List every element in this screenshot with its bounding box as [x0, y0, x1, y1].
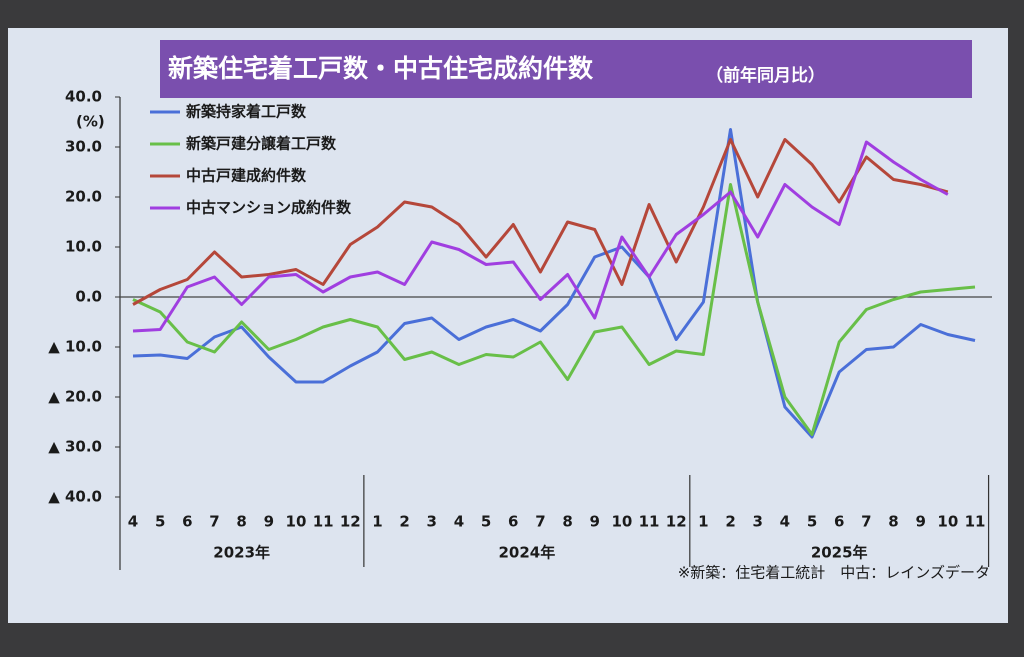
chart-subtitle: （前年同月比） [706, 65, 825, 86]
x-tick-label: 4 [454, 513, 464, 531]
series-line [132, 138, 949, 306]
legend-label: 新築戸建分譲着工戸数 [186, 135, 337, 153]
source-note: ※新築：住宅着工統計 中古：レインズデータ [678, 564, 990, 582]
x-tick-label: 7 [209, 513, 219, 531]
x-tick-label: 4 [780, 513, 790, 531]
x-tick-label: 9 [264, 513, 274, 531]
series-line [132, 140, 949, 333]
x-tick-label: 8 [888, 513, 898, 531]
x-tick-label: 6 [508, 513, 518, 531]
x-tick-label: 5 [481, 513, 491, 531]
x-tick-label: 9 [590, 513, 600, 531]
x-tick-label: 4 [128, 513, 138, 531]
slide [8, 28, 1008, 623]
x-tick-label: 2 [399, 513, 409, 531]
x-tick-label: 2 [725, 513, 735, 531]
x-tick-label: 10 [611, 513, 632, 531]
y-tick-label: ▲ 40.0 [48, 488, 102, 506]
y-tick-label: 20.0 [65, 188, 102, 206]
title-bar [160, 40, 972, 98]
x-tick-label: 10 [937, 513, 958, 531]
chart-title: 新築住宅着工戸数・中古住宅成約件数 [168, 54, 594, 83]
x-tick-label: 12 [666, 513, 687, 531]
x-tick-label: 6 [834, 513, 844, 531]
legend-label: 新築持家着工戸数 [186, 103, 307, 121]
x-tick-label: 5 [807, 513, 817, 531]
x-tick-label: 8 [236, 513, 246, 531]
series-line [132, 183, 976, 436]
x-tick-label: 8 [562, 513, 572, 531]
x-tick-label: 9 [915, 513, 925, 531]
x-tick-label: 11 [313, 513, 334, 531]
x-tick-label: 1 [372, 513, 382, 531]
group-label: 2025年 [811, 544, 868, 562]
legend-label: 中古マンション成約件数 [186, 199, 352, 217]
x-tick-label: 10 [286, 513, 307, 531]
x-tick-label: 3 [752, 513, 762, 531]
y-unit: (%) [76, 113, 105, 131]
series-line [132, 128, 976, 439]
y-tick-label: 30.0 [65, 138, 102, 156]
y-tick-label: ▲ 30.0 [48, 438, 102, 456]
x-tick-label: 1 [698, 513, 708, 531]
x-tick-label: 11 [965, 513, 986, 531]
x-tick-label: 7 [535, 513, 545, 531]
y-tick-label: 40.0 [65, 88, 102, 106]
x-tick-label: 6 [182, 513, 192, 531]
x-tick-label: 3 [427, 513, 437, 531]
y-tick-label: ▲ 20.0 [48, 388, 102, 406]
y-tick-label: 0.0 [75, 288, 102, 306]
x-tick-label: 11 [639, 513, 660, 531]
group-label: 2023年 [213, 544, 270, 562]
x-tick-label: 12 [340, 513, 361, 531]
legend-label: 中古戸建成約件数 [186, 167, 307, 185]
y-tick-label: 10.0 [65, 238, 102, 256]
group-label: 2024年 [498, 544, 555, 562]
x-tick-label: 5 [155, 513, 165, 531]
x-tick-label: 7 [861, 513, 871, 531]
y-tick-label: ▲ 10.0 [48, 338, 102, 356]
